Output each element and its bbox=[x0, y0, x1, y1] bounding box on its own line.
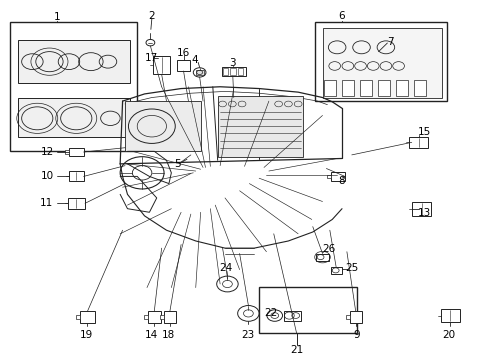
Text: 11: 11 bbox=[40, 198, 53, 208]
Text: 10: 10 bbox=[41, 171, 54, 181]
Text: 14: 14 bbox=[145, 330, 158, 340]
Bar bbox=[237, 68, 243, 75]
Text: 20: 20 bbox=[442, 330, 455, 340]
Bar bbox=[68, 198, 84, 209]
Bar bbox=[65, 150, 69, 154]
Text: 25: 25 bbox=[345, 263, 358, 273]
Text: 22: 22 bbox=[264, 308, 277, 318]
Bar bbox=[177, 59, 189, 71]
Bar bbox=[408, 136, 427, 148]
Bar bbox=[411, 202, 430, 216]
Bar bbox=[69, 148, 83, 156]
Bar bbox=[69, 171, 83, 181]
Text: 7: 7 bbox=[386, 37, 393, 47]
Text: 9: 9 bbox=[353, 330, 359, 340]
Bar bbox=[195, 70, 203, 75]
Text: 13: 13 bbox=[417, 208, 430, 218]
Bar bbox=[144, 315, 148, 319]
Text: 2: 2 bbox=[148, 11, 155, 21]
Bar bbox=[163, 311, 176, 323]
Bar bbox=[322, 28, 441, 98]
Text: 8: 8 bbox=[338, 176, 345, 186]
Bar bbox=[413, 80, 426, 96]
Bar bbox=[230, 68, 235, 75]
Text: 5: 5 bbox=[174, 159, 181, 169]
Bar bbox=[217, 96, 303, 157]
Bar bbox=[324, 80, 335, 96]
Text: 18: 18 bbox=[162, 330, 175, 340]
Text: 12: 12 bbox=[41, 147, 54, 157]
Text: 17: 17 bbox=[145, 53, 158, 63]
Bar bbox=[283, 311, 300, 320]
Bar bbox=[159, 315, 163, 319]
Bar bbox=[327, 175, 330, 178]
Bar bbox=[349, 311, 361, 323]
Bar bbox=[395, 80, 407, 96]
Bar bbox=[377, 80, 389, 96]
Text: 26: 26 bbox=[322, 244, 335, 254]
Bar bbox=[223, 68, 228, 75]
Text: 24: 24 bbox=[219, 263, 232, 273]
Bar bbox=[330, 172, 344, 181]
Bar bbox=[153, 56, 170, 74]
Bar bbox=[10, 22, 137, 151]
Text: 4: 4 bbox=[191, 55, 198, 65]
Bar bbox=[330, 267, 341, 274]
Text: 1: 1 bbox=[53, 12, 60, 22]
Bar bbox=[18, 98, 130, 137]
Text: 15: 15 bbox=[417, 127, 430, 136]
Bar bbox=[315, 253, 329, 261]
Text: 19: 19 bbox=[79, 330, 92, 340]
Bar bbox=[345, 315, 349, 319]
Bar bbox=[80, 311, 95, 323]
Text: 23: 23 bbox=[241, 330, 254, 340]
Bar bbox=[440, 309, 459, 322]
Text: 3: 3 bbox=[229, 58, 236, 68]
Text: 6: 6 bbox=[338, 11, 345, 21]
Bar bbox=[359, 80, 371, 96]
Bar bbox=[76, 315, 80, 319]
Bar bbox=[18, 40, 130, 83]
Text: 21: 21 bbox=[289, 345, 303, 355]
Bar bbox=[221, 67, 245, 76]
Bar bbox=[259, 287, 356, 333]
Bar bbox=[341, 80, 353, 96]
Bar bbox=[125, 101, 200, 151]
Bar bbox=[148, 311, 160, 323]
Text: 16: 16 bbox=[177, 48, 190, 58]
Bar bbox=[315, 22, 446, 101]
